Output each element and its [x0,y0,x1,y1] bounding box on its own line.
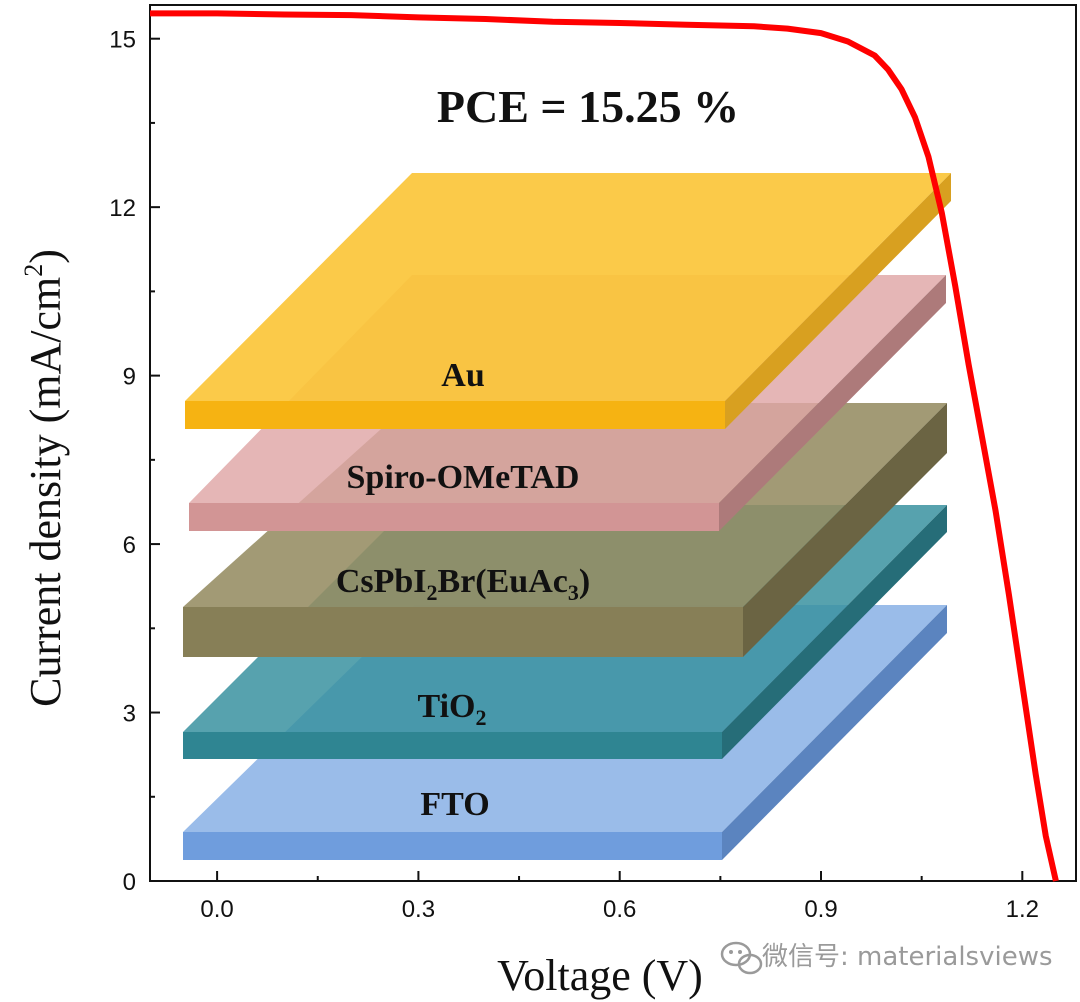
x-tick-label: 0.3 [402,896,435,923]
y-tick-label: 9 [123,364,136,391]
layer-label-spiro: Spiro-OMeTAD [347,459,580,496]
y-tick-label: 6 [123,532,136,559]
x-tick-label: 1.2 [1006,896,1039,923]
y-tick-label: 12 [109,195,136,222]
layer-label-tio2: TiO2 [418,688,487,730]
pce-annotation: PCE = 15.25 % [437,81,739,132]
layer-label-fto: FTO [420,786,489,823]
layer-label-au: Au [441,357,484,394]
layer-label-perovskite: CsPbI2Br(EuAc3) [336,563,590,605]
x-tick-label: 0.6 [603,896,636,923]
y-tick-label: 15 [109,27,136,54]
x-axis-ticks: 0.0 0.3 0.6 0.9 1.2 [200,871,1039,923]
wechat-icon [720,941,763,975]
au-layer [185,173,951,429]
x-tick-label: 0.9 [804,896,837,923]
y-tick-label: 0 [123,869,136,896]
y-axis-ticks: 0 3 6 9 12 15 [109,27,160,896]
y-axis-title: Current density (mA/cm2) [19,249,70,707]
plot-frame [149,4,1077,882]
x-axis-title: Voltage (V) [497,951,703,1000]
watermark-text: 微信号: materialsviews [762,942,1053,972]
x-tick-label: 0.0 [200,896,233,923]
watermark: 微信号: materialsviews [720,941,1053,975]
jv-curve [150,10,1059,882]
device-stack: Au Spiro-OMeTAD CsPbI2Br(EuAc3) TiO2 FTO [183,173,951,860]
y-tick-label: 3 [123,701,136,728]
